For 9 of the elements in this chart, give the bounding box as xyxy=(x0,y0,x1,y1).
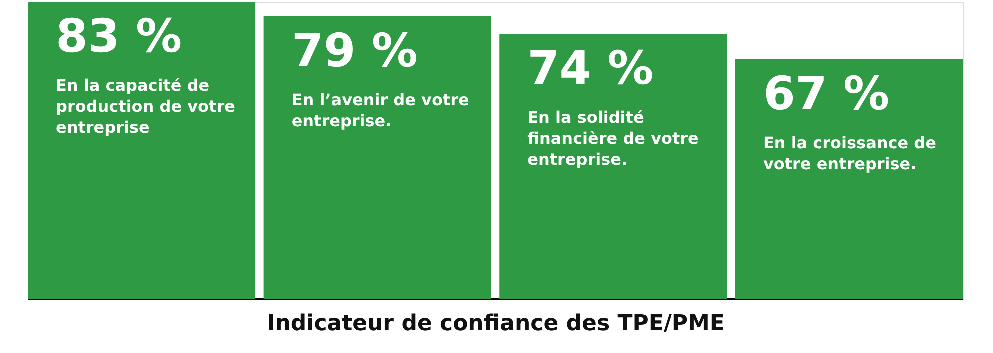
data-label: 83 % xyxy=(56,9,182,63)
data-label: 74 % xyxy=(528,41,654,96)
x-axis-title: Indicateur de confiance des TPE/PME xyxy=(267,312,725,336)
x-tick-label: En l’avenir de votre entreprise. xyxy=(292,90,470,130)
x-tick-label: En la croissance de votre entreprise. xyxy=(763,133,937,174)
data-label: 79 % xyxy=(292,23,418,78)
x-tick-label: En la capacité de production de votre entreprise xyxy=(56,76,236,137)
x-tick-label: En la solidité financière de votre entreprise. xyxy=(528,108,700,170)
data-label: 67 % xyxy=(763,66,890,120)
